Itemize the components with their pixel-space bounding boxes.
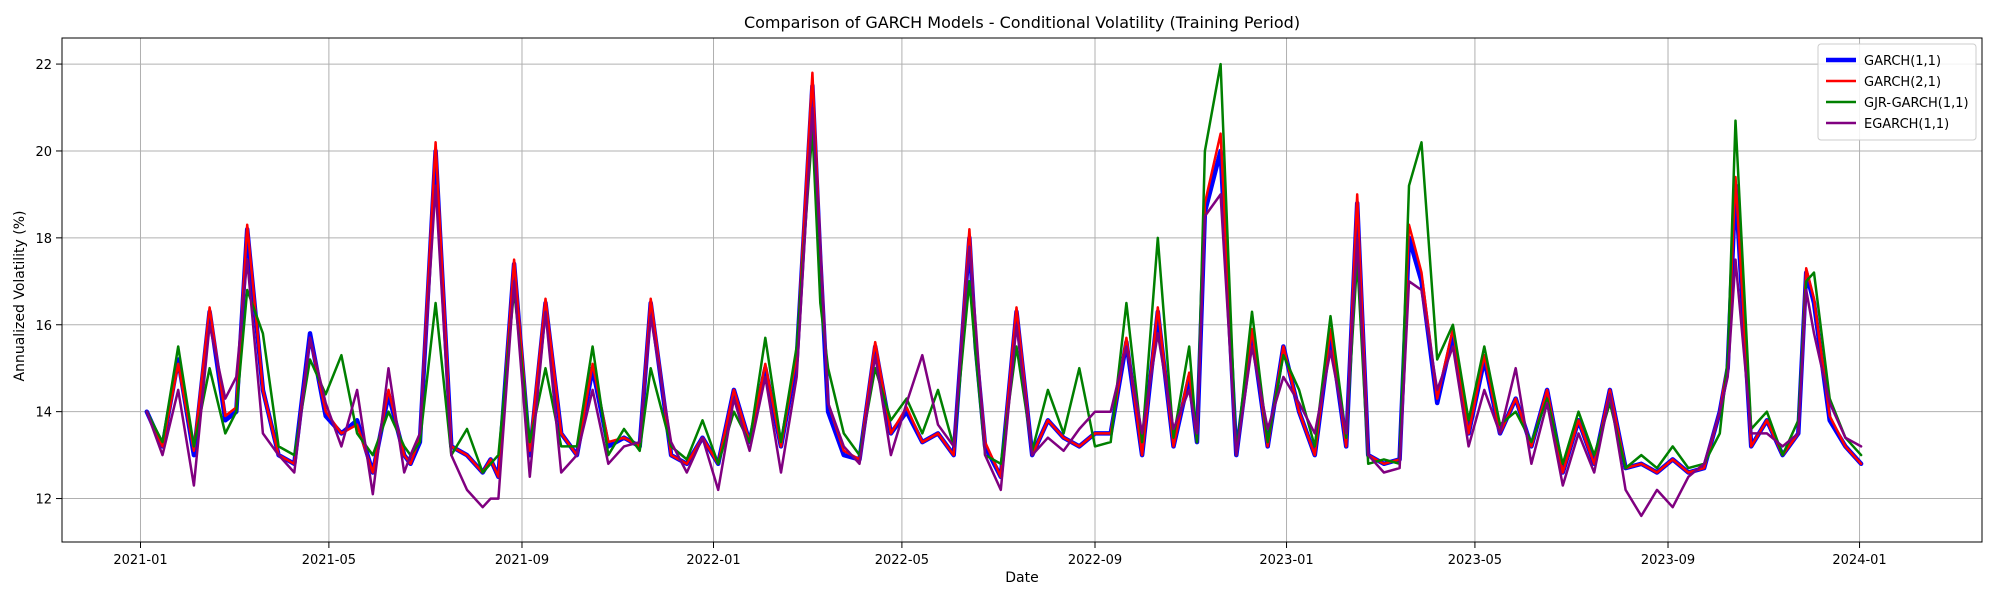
chart-title: Comparison of GARCH Models - Conditional… bbox=[744, 13, 1300, 32]
x-tick-label: 2022-09 bbox=[1068, 553, 1122, 568]
series-line-egarch-1-1 bbox=[145, 106, 1863, 518]
legend-box bbox=[1817, 43, 1977, 141]
series-line-garch-2-1 bbox=[145, 71, 1863, 479]
x-tick-label: 2023-09 bbox=[1641, 553, 1695, 568]
y-tick-label: 22 bbox=[35, 58, 52, 73]
x-tick-label: 2021-05 bbox=[302, 553, 356, 568]
x-axis-label: Date bbox=[1005, 570, 1038, 586]
y-axis-ticks: 12 14 16 18 20 22 bbox=[35, 58, 62, 508]
y-tick-label: 20 bbox=[35, 145, 52, 160]
legend-label: GJR-GARCH(1,1) bbox=[1864, 96, 1969, 111]
y-tick-label: 18 bbox=[35, 232, 52, 247]
legend: GARCH(1,1) GARCH(2,1) GJR-GARCH(1,1) EGARCH… bbox=[1817, 43, 1977, 141]
legend-label: EGARCH(1,1) bbox=[1864, 117, 1949, 132]
y-tick-label: 14 bbox=[35, 406, 52, 421]
x-axis-ticks: 2021-01 2021-05 2021-09 2022-01 2022-05 2022-… bbox=[113, 542, 1887, 568]
x-tick-label: 2023-01 bbox=[1259, 553, 1313, 568]
y-tick-label: 12 bbox=[35, 493, 52, 508]
y-axis-label: Annualized Volatility (%) bbox=[12, 211, 28, 382]
x-tick-label: 2021-01 bbox=[113, 553, 167, 568]
x-tick-label: 2022-05 bbox=[875, 553, 929, 568]
series-lines bbox=[144, 62, 1864, 518]
x-tick-label: 2024-01 bbox=[1832, 553, 1886, 568]
y-tick-label: 16 bbox=[35, 319, 52, 334]
legend-label: GARCH(2,1) bbox=[1864, 75, 1941, 90]
x-tick-label: 2023-05 bbox=[1448, 553, 1502, 568]
plot-frame bbox=[61, 37, 1983, 543]
x-tick-label: 2021-09 bbox=[495, 553, 549, 568]
legend-label: GARCH(1,1) bbox=[1864, 54, 1941, 69]
series-line-gjr-garch-1-1 bbox=[145, 62, 1863, 474]
x-tick-label: 2022-01 bbox=[686, 553, 740, 568]
